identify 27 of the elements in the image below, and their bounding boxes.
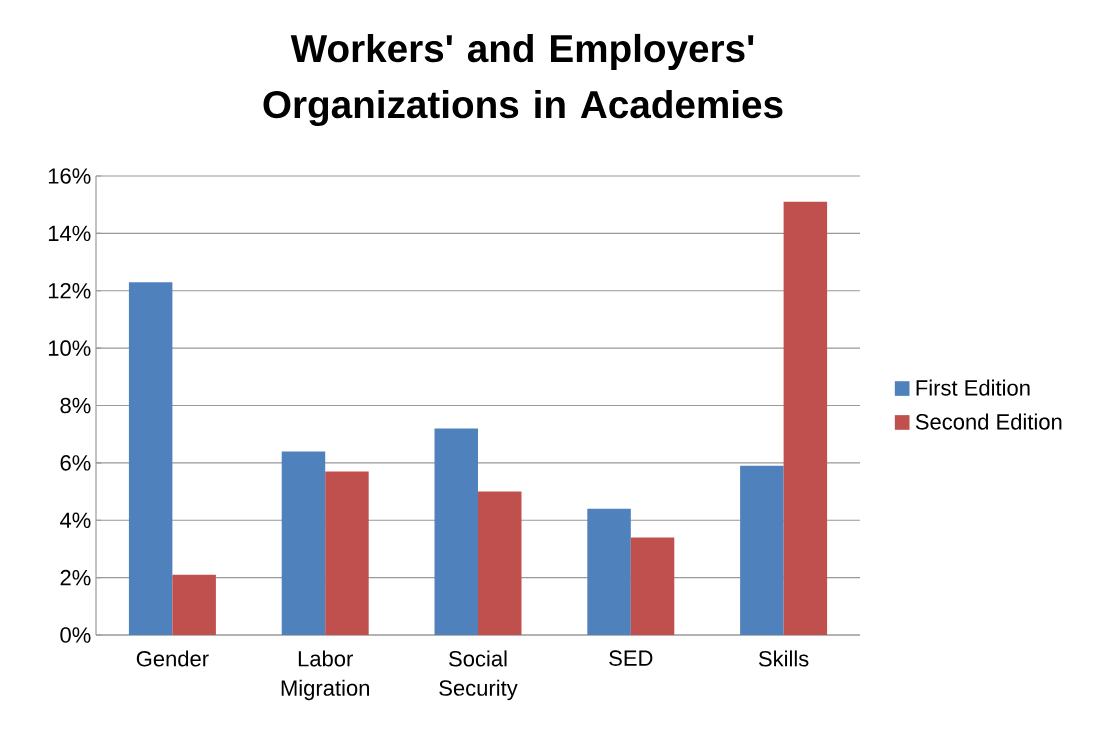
bar	[783, 201, 828, 635]
bar	[740, 465, 784, 635]
x-tick-label: Skills	[758, 650, 809, 667]
bar	[630, 537, 675, 635]
bar	[434, 428, 479, 635]
y-tick-label: 2%	[60, 569, 91, 586]
y-tick-label: 16%	[48, 168, 91, 184]
bar	[128, 282, 173, 635]
legend-label: First Edition	[916, 379, 1030, 396]
bar	[172, 574, 216, 635]
y-tick-label: 14%	[48, 225, 91, 242]
bar	[478, 491, 522, 635]
x-tick-label: SED	[609, 650, 653, 666]
x-tick-label: Gender	[136, 650, 209, 667]
bar	[281, 451, 326, 635]
y-tick-label: 10%	[48, 340, 91, 356]
y-tick-label: 4%	[59, 512, 91, 528]
bar	[587, 508, 631, 635]
y-tick-label: 0%	[60, 627, 91, 643]
y-tick-label: 6%	[60, 455, 91, 471]
legend-label: Second Edition	[915, 413, 1062, 430]
x-tick-label: Labor Migration	[281, 650, 369, 701]
y-tick-label: 12%	[48, 282, 91, 299]
bar	[325, 471, 369, 635]
x-tick-label: Social Security	[439, 650, 518, 701]
chart-title: Workers' and Employers' Organizations in Academies	[263, 33, 783, 127]
y-tick-label: 8%	[60, 397, 91, 414]
